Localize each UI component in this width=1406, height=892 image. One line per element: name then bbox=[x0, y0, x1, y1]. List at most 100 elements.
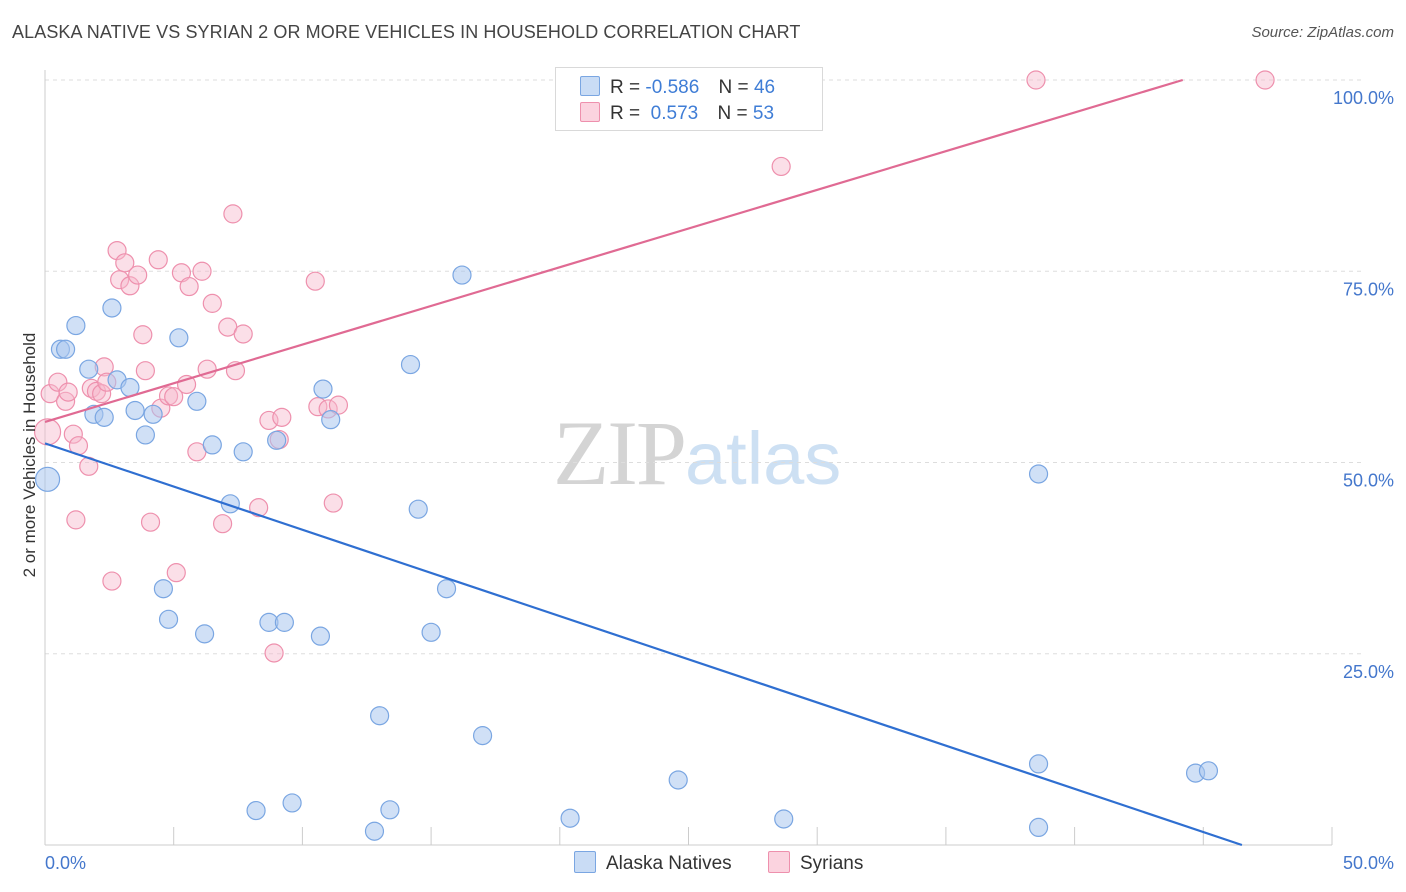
correlation-legend: R = -0.586 N = 46 R = 0.573 N = 53 bbox=[555, 67, 823, 131]
syrians-point bbox=[107, 240, 127, 261]
syrians-point bbox=[223, 204, 243, 224]
alaska-natives-point bbox=[310, 626, 331, 646]
alaska-natives-point bbox=[1028, 754, 1049, 774]
alaska-natives-point bbox=[560, 808, 580, 828]
alaska-natives-point bbox=[66, 315, 86, 336]
syrians-point bbox=[323, 493, 343, 513]
syrians-points bbox=[33, 70, 1275, 663]
alaska-natives-swatch bbox=[580, 76, 600, 96]
syrians-point bbox=[148, 250, 168, 270]
alaska-natives-point bbox=[153, 579, 174, 599]
syrians-point bbox=[158, 386, 179, 406]
alaska-natives-point bbox=[187, 391, 207, 411]
alaska-natives-trend-line bbox=[44, 442, 1243, 847]
alaska-natives-point bbox=[364, 821, 385, 841]
syrians-point bbox=[771, 156, 791, 177]
alaska-natives-point bbox=[55, 339, 76, 359]
syrians-point bbox=[1255, 70, 1275, 90]
syrians-point bbox=[192, 261, 212, 281]
y-tick-label: 25.0% bbox=[1343, 662, 1394, 682]
alaska-natives-point bbox=[102, 298, 122, 318]
syrians-swatch bbox=[768, 851, 790, 873]
axes bbox=[44, 70, 1333, 846]
legend-item-syrians: Syrians bbox=[768, 851, 863, 875]
alaska-natives-point bbox=[202, 435, 222, 455]
alaska-natives-point bbox=[274, 612, 294, 632]
alaska-natives-point bbox=[321, 410, 341, 430]
syrians-point bbox=[58, 382, 78, 402]
syrians-point bbox=[213, 514, 233, 534]
syrians-point bbox=[135, 361, 155, 381]
syrians-point bbox=[166, 563, 186, 583]
alaska-natives-point bbox=[125, 400, 145, 421]
alaska-natives-point bbox=[1028, 817, 1049, 838]
y-tick-label: 50.0% bbox=[1343, 471, 1394, 491]
alaska-natives-point bbox=[452, 265, 472, 285]
alaska-natives-point bbox=[246, 800, 266, 821]
legend-r-label: R = bbox=[610, 77, 641, 98]
legend-row-syrians: R = 0.573 N = 53 bbox=[580, 102, 774, 126]
alaska-natives-point bbox=[233, 442, 253, 462]
alaska-natives-point bbox=[282, 793, 302, 813]
syrians-point bbox=[48, 372, 68, 392]
syrians-point bbox=[164, 387, 184, 407]
alaska-natives-point bbox=[472, 726, 493, 746]
x-tick-label: 0.0% bbox=[45, 853, 86, 873]
legend-n-value: 53 bbox=[752, 103, 775, 124]
trend-lines bbox=[44, 78, 1243, 847]
legend-row-alaska-natives: R = -0.586 N = 46 bbox=[580, 76, 775, 100]
y-axis-label: 2 or more Vehicles in Household bbox=[20, 332, 39, 578]
alaska-natives-points bbox=[34, 265, 1219, 841]
syrians-point bbox=[140, 512, 161, 532]
y-tick-label: 100.0% bbox=[1333, 88, 1394, 108]
syrians-point bbox=[264, 643, 284, 663]
syrians-point bbox=[133, 325, 153, 345]
syrians-point bbox=[233, 324, 253, 344]
syrians-trend-line bbox=[44, 78, 1184, 424]
legend-item-label: Alaska Natives bbox=[606, 853, 732, 874]
alaska-natives-point bbox=[143, 404, 163, 424]
tick-labels: 25.0% 50.0% 75.0% 100.0% 0.0% 50.0% bbox=[45, 88, 1394, 873]
alaska-natives-point bbox=[774, 809, 794, 829]
syrians-point bbox=[115, 253, 135, 273]
legend-item-label: Syrians bbox=[800, 853, 864, 874]
syrians-point bbox=[128, 265, 148, 285]
syrians-point bbox=[102, 571, 122, 591]
alaska-natives-point bbox=[94, 407, 114, 427]
x-tick-label: 50.0% bbox=[1343, 853, 1394, 873]
alaska-natives-point bbox=[220, 494, 240, 514]
syrians-swatch bbox=[580, 102, 600, 122]
alaska-natives-point bbox=[79, 359, 99, 379]
syrians-point bbox=[1026, 70, 1046, 90]
syrians-point bbox=[63, 424, 83, 444]
source-label: Source: ZipAtlas.com bbox=[1251, 24, 1394, 41]
legend-r-value: 0.573 bbox=[645, 103, 699, 124]
alaska-natives-point bbox=[408, 499, 428, 519]
y-tick-label: 75.0% bbox=[1343, 279, 1394, 299]
chart-title: ALASKA NATIVE VS SYRIAN 2 OR MORE VEHICL… bbox=[12, 22, 801, 42]
alaska-natives-swatch bbox=[574, 851, 596, 873]
alaska-natives-point bbox=[1028, 464, 1049, 484]
legend-n-label: N = bbox=[717, 103, 748, 124]
alaska-natives-point bbox=[158, 609, 179, 629]
syrians-point bbox=[66, 510, 86, 530]
alaska-natives-point bbox=[421, 622, 441, 642]
alaska-natives-point bbox=[169, 328, 189, 348]
alaska-natives-point bbox=[135, 425, 155, 445]
syrians-point bbox=[272, 407, 292, 427]
syrians-point bbox=[249, 498, 269, 518]
syrians-point bbox=[202, 293, 222, 313]
syrians-point bbox=[179, 276, 199, 297]
syrians-point bbox=[305, 271, 325, 291]
alaska-natives-point bbox=[1198, 761, 1219, 781]
legend-item-alaska-natives: Alaska Natives bbox=[574, 851, 732, 875]
watermark-atlas: atlas bbox=[685, 417, 842, 500]
alaska-natives-point bbox=[313, 379, 333, 399]
syrians-point bbox=[120, 276, 140, 296]
alaska-natives-point bbox=[380, 800, 400, 820]
alaska-natives-point bbox=[668, 770, 688, 790]
syrians-point bbox=[92, 384, 112, 404]
alaska-natives-point bbox=[370, 706, 390, 726]
series-legend: Alaska Natives Syrians bbox=[0, 851, 1406, 879]
